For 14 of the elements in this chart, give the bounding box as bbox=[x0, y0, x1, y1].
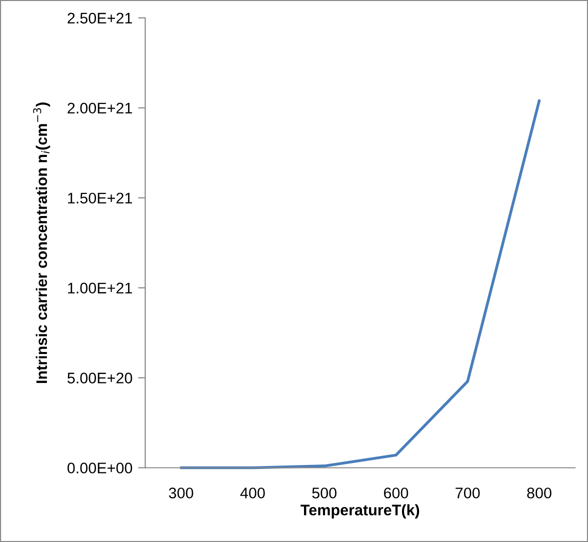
x-tick-label: 700 bbox=[456, 488, 480, 498]
y-tick-label: 1.50E+21 bbox=[68, 192, 132, 204]
x-tick-label: 300 bbox=[168, 488, 194, 498]
x-tick-label: 500 bbox=[312, 488, 336, 498]
y-tick-label: 0.00E+00 bbox=[67, 462, 132, 474]
y-tick-label: 1.00E+21 bbox=[68, 282, 132, 294]
x-axis-title: TemperatureT(k) bbox=[300, 504, 420, 518]
y-tick-label: 2.00E+21 bbox=[68, 102, 132, 114]
x-tick-label: 800 bbox=[527, 488, 552, 498]
x-tick-label: 600 bbox=[384, 488, 408, 498]
y-axis-title: Intrinsic carrier concentration n$_{i}$(cm$^{−3}$) bbox=[33, 102, 50, 383]
y-tick-label: 5.00E+20 bbox=[68, 372, 132, 384]
y-tick-label: 2.50E+21 bbox=[68, 12, 132, 24]
x-tick-label: 400 bbox=[240, 488, 265, 498]
